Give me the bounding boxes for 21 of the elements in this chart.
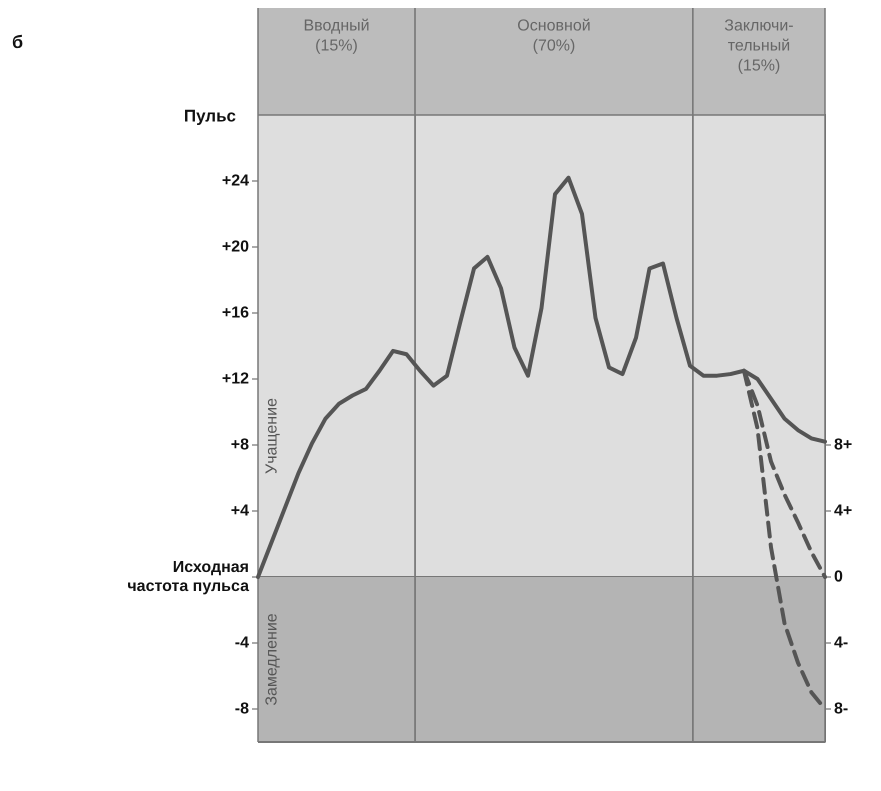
text: Вводный (15%) (303, 17, 370, 54)
y-tick-label: Исходная частота пульса (127, 558, 250, 596)
y-axis-title: Пульс (184, 106, 236, 126)
y2-tick-label: 0 (834, 568, 843, 586)
y-tick-label: +8 (230, 436, 250, 454)
y2-tick-label: 8- (834, 700, 848, 718)
y2-tick-label: 8+ (834, 436, 852, 454)
text: Основной (70%) (517, 17, 591, 54)
y-tick-label: +4 (230, 502, 250, 520)
y-tick-label: +16 (222, 304, 250, 322)
y-tick-label: -8 (234, 700, 250, 718)
text: Заключи- тельный (15%) (724, 17, 794, 74)
y-tick-label: +24 (222, 172, 250, 190)
band-label: Замедление (263, 613, 280, 706)
text: б (12, 32, 24, 52)
y-tick-label: +20 (222, 238, 250, 256)
y-tick-label: +12 (222, 370, 250, 388)
y-tick-label: -4 (234, 634, 250, 652)
y2-tick-label: 4- (834, 634, 848, 652)
band-label: Учащение (263, 398, 280, 474)
y2-tick-label: 4+ (834, 502, 852, 520)
